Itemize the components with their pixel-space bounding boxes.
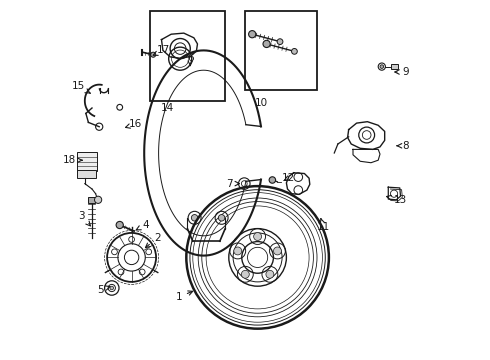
Circle shape	[380, 65, 384, 68]
Circle shape	[277, 39, 283, 45]
Text: 3: 3	[78, 211, 91, 226]
Bar	[245, 11, 317, 90]
Circle shape	[254, 233, 262, 240]
Circle shape	[110, 286, 114, 290]
Text: 4: 4	[136, 220, 149, 230]
Circle shape	[273, 247, 281, 255]
Circle shape	[269, 177, 275, 183]
Circle shape	[248, 31, 256, 38]
Text: 9: 9	[395, 67, 409, 77]
Text: 5: 5	[97, 285, 110, 295]
Text: 12: 12	[282, 173, 295, 183]
Bar	[76, 152, 98, 171]
Text: 17: 17	[153, 45, 170, 55]
Text: 2: 2	[146, 233, 161, 248]
Text: 6: 6	[187, 53, 194, 66]
Circle shape	[234, 247, 242, 255]
Circle shape	[266, 270, 274, 278]
Text: 10: 10	[255, 98, 268, 108]
Bar	[77, 170, 96, 178]
Circle shape	[116, 221, 123, 229]
Bar	[391, 64, 398, 69]
Circle shape	[242, 270, 249, 278]
Text: 13: 13	[387, 195, 407, 205]
Text: 16: 16	[125, 119, 142, 129]
Text: 14: 14	[161, 103, 174, 113]
Text: 18: 18	[63, 155, 82, 165]
Text: 15: 15	[72, 81, 90, 93]
Circle shape	[292, 49, 297, 54]
Text: 8: 8	[397, 141, 409, 151]
Circle shape	[95, 196, 102, 203]
Circle shape	[219, 215, 225, 221]
Circle shape	[192, 215, 198, 221]
Circle shape	[151, 52, 156, 57]
Circle shape	[263, 40, 270, 48]
Text: 1: 1	[175, 291, 193, 302]
Text: 11: 11	[317, 219, 330, 232]
Bar	[149, 11, 225, 101]
Text: 7: 7	[226, 179, 240, 189]
Bar	[88, 197, 95, 203]
